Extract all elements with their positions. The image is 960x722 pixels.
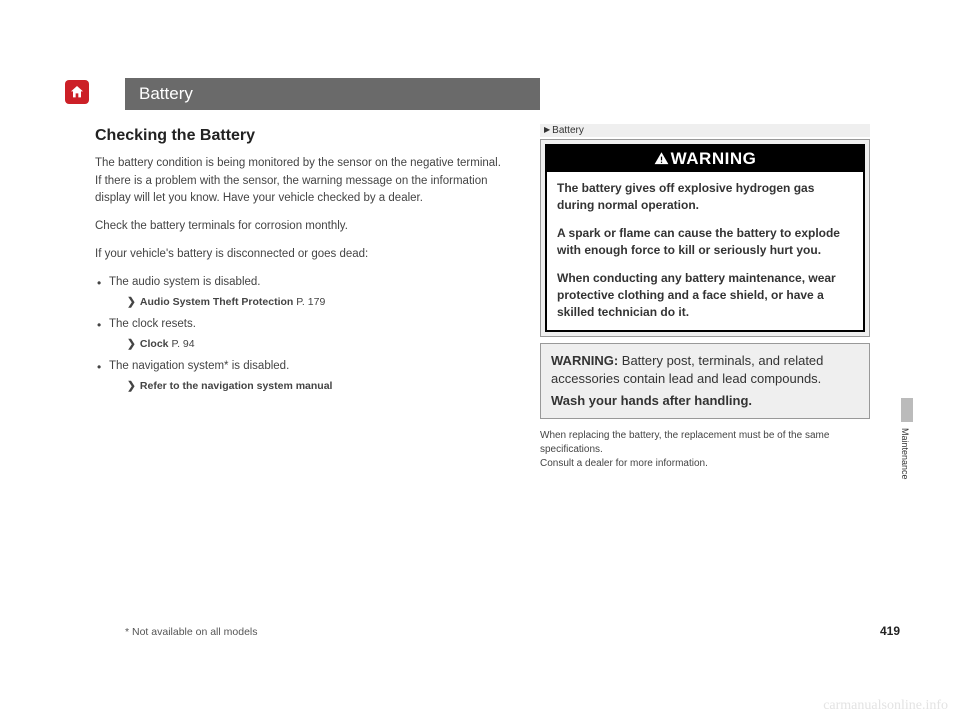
sidebar-column: ▶Battery WARNING The battery gives off e… <box>540 124 870 471</box>
list-item-text: The clock resets. <box>109 318 196 330</box>
xref-title: Refer to the navigation system manual <box>140 380 333 392</box>
warning-triangle-icon <box>654 151 669 166</box>
replacement-note-line: When replacing the battery, the replacem… <box>540 429 870 457</box>
xref-page: P. 94 <box>171 338 194 350</box>
main-column: Checking the Battery The battery conditi… <box>95 124 540 471</box>
warning-body: The battery gives off explosive hydrogen… <box>547 172 863 330</box>
list-item: The audio system is disabled. ❯ Audio Sy… <box>95 274 510 310</box>
triangle-icon: ▶ <box>544 125 550 134</box>
page-container: Battery Checking the Battery The battery… <box>95 78 870 638</box>
warning-header: WARNING <box>547 146 863 172</box>
list-item-text: The navigation system* is disabled. <box>109 360 289 372</box>
list-item-text: The audio system is disabled. <box>109 276 261 288</box>
warning-paragraph: The battery gives off explosive hydrogen… <box>557 180 853 215</box>
warning-label: WARNING <box>671 149 757 168</box>
chapter-label: Maintenance <box>900 428 910 480</box>
xref-arrow-icon: ❯ <box>127 336 137 352</box>
xref-arrow-icon: ❯ <box>127 294 137 310</box>
xref-title: Clock <box>140 338 169 350</box>
watermark: carmanualsonline.info <box>823 698 948 714</box>
list-item: The clock resets. ❯ Clock P. 94 <box>95 316 510 352</box>
cross-reference[interactable]: ❯ Clock P. 94 <box>127 336 510 352</box>
replacement-note-line: Consult a dealer for more information. <box>540 457 870 471</box>
chapter-tab <box>901 398 913 422</box>
warning-paragraph: A spark or flame can cause the battery t… <box>557 225 853 260</box>
list-item: The navigation system* is disabled. ❯ Re… <box>95 358 510 394</box>
home-icon[interactable] <box>65 80 89 104</box>
lead-warning-box: WARNING: Battery post, terminals, and re… <box>540 343 870 420</box>
replacement-note: When replacing the battery, the replacem… <box>540 429 870 471</box>
wash-hands-text: Wash your hands after handling. <box>551 392 859 410</box>
content-columns: Checking the Battery The battery conditi… <box>95 124 870 471</box>
info-tag-label: Battery <box>552 125 584 136</box>
intro-paragraph: The battery condition is being monitored… <box>95 155 510 208</box>
xref-page: P. 179 <box>296 296 325 308</box>
cross-reference[interactable]: ❯ Audio System Theft Protection P. 179 <box>127 294 510 310</box>
check-note: Check the battery terminals for corrosio… <box>95 218 510 236</box>
warning-paragraph: When conducting any battery maintenance,… <box>557 270 853 322</box>
page-heading: Checking the Battery <box>95 124 510 149</box>
lead-warning-label: WARNING: <box>551 353 618 368</box>
info-tag: ▶Battery <box>540 124 870 137</box>
cross-reference[interactable]: ❯ Refer to the navigation system manual <box>127 378 510 394</box>
warning-box: WARNING The battery gives off explosive … <box>545 144 865 332</box>
section-title: Battery <box>125 78 540 110</box>
disconnected-lead: If your vehicle's battery is disconnecte… <box>95 246 510 264</box>
footnote: * Not available on all models <box>125 626 258 638</box>
xref-title: Audio System Theft Protection <box>140 296 293 308</box>
xref-arrow-icon: ❯ <box>127 378 137 394</box>
warning-box-outer: WARNING The battery gives off explosive … <box>540 139 870 337</box>
page-number: 419 <box>880 624 900 638</box>
effects-list: The audio system is disabled. ❯ Audio Sy… <box>95 274 510 394</box>
